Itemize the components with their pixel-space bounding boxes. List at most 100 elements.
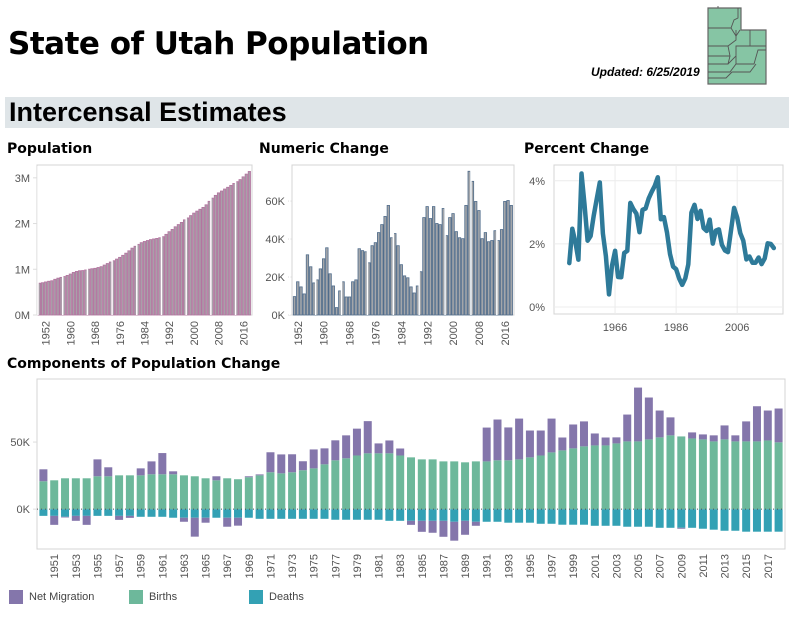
bar bbox=[487, 241, 491, 316]
bar bbox=[328, 273, 332, 316]
bar bbox=[152, 238, 156, 316]
deaths-bar bbox=[71, 509, 80, 516]
bar bbox=[438, 224, 442, 316]
births-bar bbox=[352, 455, 361, 510]
births-bar bbox=[201, 478, 210, 510]
y-tick-label: 20K bbox=[265, 272, 285, 284]
y-tick-label: 60K bbox=[265, 196, 285, 208]
x-tick-label: 1979 bbox=[352, 554, 364, 578]
births-bar bbox=[644, 439, 653, 510]
bar bbox=[149, 239, 153, 316]
legend-deaths[interactable]: Deaths bbox=[249, 590, 304, 604]
bar bbox=[425, 206, 429, 316]
deaths-bar bbox=[493, 509, 502, 522]
net-migration-bar bbox=[666, 417, 675, 436]
births-bar bbox=[179, 475, 188, 510]
births-bar bbox=[666, 435, 675, 510]
bar bbox=[344, 296, 348, 316]
net-migration-bar bbox=[320, 448, 329, 465]
births-bar bbox=[147, 474, 156, 510]
bar bbox=[506, 200, 510, 316]
net-migration-bar bbox=[428, 520, 437, 533]
x-tick-label: 1969 bbox=[244, 554, 256, 578]
net-migration-bar bbox=[720, 425, 729, 440]
bar bbox=[139, 242, 143, 316]
x-tick-label: 1960 bbox=[65, 321, 77, 345]
bar bbox=[464, 205, 468, 316]
births-bar bbox=[309, 468, 318, 510]
bar bbox=[435, 223, 439, 316]
net-migration-bar bbox=[331, 440, 340, 461]
births-bar bbox=[439, 461, 448, 510]
components-chart: 0K 50K 1951 1953 1955 1957 1959 1961 1963 1965 196… bbox=[10, 378, 786, 578]
bar bbox=[373, 242, 378, 316]
net-migration-bar bbox=[612, 437, 621, 444]
deaths-bar bbox=[742, 509, 751, 532]
x-tick-label: 1965 bbox=[201, 554, 213, 578]
bar bbox=[102, 264, 106, 316]
net-migration-bar bbox=[688, 432, 697, 439]
net-migration-bar bbox=[396, 448, 405, 456]
bar bbox=[71, 272, 75, 316]
net-migration-bar bbox=[374, 443, 383, 454]
x-tick-label: 1968 bbox=[345, 321, 357, 345]
x-tick-label: 2016 bbox=[238, 321, 250, 345]
net-migration-bar bbox=[677, 527, 686, 529]
bar bbox=[299, 286, 303, 316]
bar bbox=[457, 237, 462, 316]
legend-births[interactable]: Births bbox=[129, 590, 177, 604]
bar bbox=[47, 280, 51, 316]
deaths-bar bbox=[147, 509, 156, 517]
x-tick-label: 2009 bbox=[676, 554, 688, 578]
net-migration-bar bbox=[504, 427, 513, 461]
net-migration-bar bbox=[579, 421, 588, 447]
net-migration-bar bbox=[547, 418, 556, 453]
births-bar bbox=[342, 458, 351, 510]
x-tick-label: 1977 bbox=[330, 554, 342, 578]
births-bar bbox=[93, 476, 102, 510]
bar bbox=[53, 278, 57, 316]
births-bar bbox=[374, 453, 383, 510]
net-migration-bar bbox=[774, 408, 783, 443]
deaths-bar bbox=[525, 509, 534, 523]
net-migration-bar bbox=[288, 454, 297, 473]
deaths-bar bbox=[93, 509, 102, 516]
x-tick-label: 1976 bbox=[115, 321, 127, 345]
page-title: State of Utah Population bbox=[8, 26, 429, 62]
bar bbox=[155, 237, 159, 316]
x-tick-label: 1966 bbox=[603, 322, 627, 334]
bar bbox=[480, 238, 484, 316]
births-bar bbox=[331, 460, 340, 510]
births-bar bbox=[547, 452, 556, 510]
bar bbox=[325, 247, 329, 316]
bar bbox=[216, 192, 221, 316]
percent-change-line bbox=[567, 171, 777, 297]
bar bbox=[198, 208, 202, 316]
deaths-bar bbox=[482, 509, 491, 522]
y-tick-label: 50K bbox=[10, 437, 30, 449]
legend-net-migration[interactable]: Net Migration bbox=[9, 590, 94, 604]
bar bbox=[477, 210, 481, 316]
bar bbox=[121, 254, 125, 316]
x-tick-label: 1986 bbox=[664, 322, 688, 334]
deaths-bar bbox=[39, 509, 48, 516]
bar bbox=[226, 186, 230, 316]
deaths-bar bbox=[190, 509, 199, 518]
x-tick-label: 2016 bbox=[500, 321, 512, 345]
bar bbox=[451, 213, 455, 316]
y-tick-label: 0% bbox=[529, 302, 545, 314]
bar bbox=[207, 200, 211, 316]
births-bar bbox=[234, 479, 243, 510]
bar bbox=[364, 251, 368, 316]
deaths-bar bbox=[179, 509, 188, 518]
bar bbox=[189, 215, 193, 316]
births-bar bbox=[320, 464, 329, 510]
x-tick-label: 1976 bbox=[371, 321, 383, 345]
births-bar bbox=[396, 455, 405, 510]
births-bar bbox=[536, 455, 545, 510]
net-migration-bar bbox=[439, 520, 448, 537]
deaths-bar bbox=[698, 509, 707, 529]
bar bbox=[360, 250, 365, 316]
x-tick-label: 2000 bbox=[448, 321, 460, 345]
net-migration-bar bbox=[450, 521, 459, 541]
